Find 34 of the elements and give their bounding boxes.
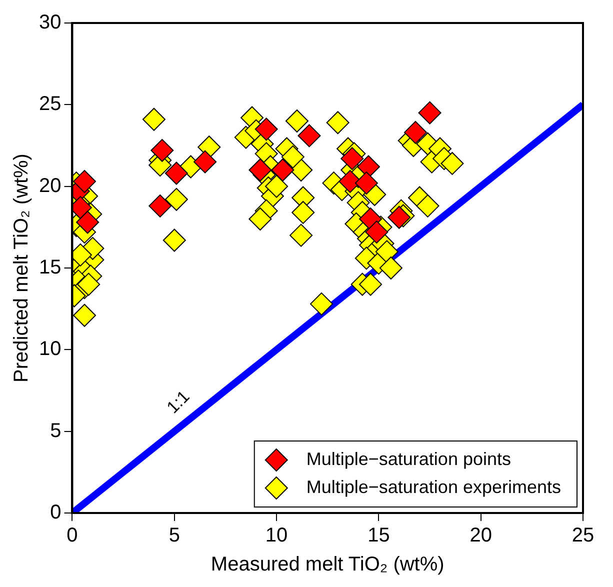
x-axis-title: Measured melt TiO₂ (wt%) (210, 554, 444, 576)
x-tick-label: 0 (66, 524, 78, 547)
point (150, 138, 174, 162)
legend-label: Multiple−saturation points (306, 448, 511, 469)
point (254, 118, 278, 141)
y-tick-label: 30 (38, 12, 62, 34)
y-tick-label: 20 (38, 174, 62, 197)
point (271, 158, 294, 182)
point (194, 150, 217, 174)
x-tick-label: 5 (168, 524, 180, 547)
point (404, 120, 427, 144)
x-tick-label: 10 (265, 524, 288, 547)
y-tick-label: 0 (50, 502, 62, 524)
point (354, 172, 378, 195)
point (298, 124, 321, 148)
point (340, 147, 364, 170)
point (164, 162, 188, 185)
point (365, 220, 388, 244)
annotation: 1:1 (163, 386, 194, 418)
point (388, 206, 411, 229)
x-tick-label: 25 (572, 524, 594, 547)
y-tick-label: 5 (50, 420, 62, 442)
point (248, 158, 272, 182)
point (418, 101, 442, 124)
y-tick-label: 25 (38, 93, 62, 116)
point (73, 170, 96, 193)
x-tick-label: 20 (470, 524, 492, 547)
legend-label: Multiple−saturation experiments (306, 476, 562, 497)
x-tick-label: 15 (368, 524, 390, 547)
y-tick-label: 15 (38, 256, 62, 279)
y-tick-label: 10 (38, 338, 62, 360)
y-axis-title: Predicted melt TiO₂ (wt%) (10, 154, 33, 382)
point (148, 194, 172, 218)
point (76, 210, 100, 234)
